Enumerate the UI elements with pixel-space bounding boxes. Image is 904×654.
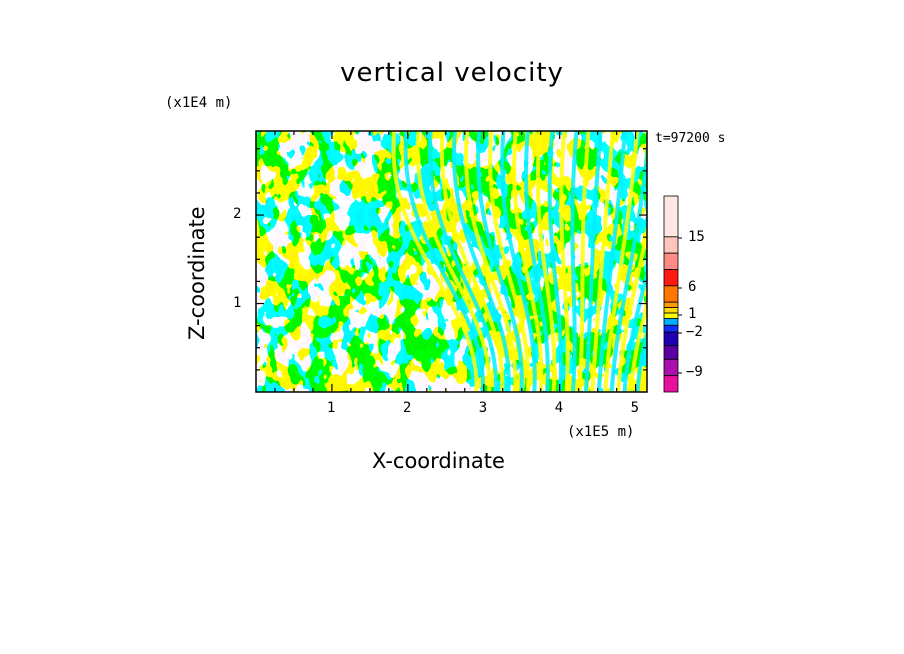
velocity-band <box>596 131 627 392</box>
colorbar-swatch <box>663 318 679 326</box>
colorbar-label: 1 <box>688 306 697 322</box>
x-tick-label: 5 <box>630 400 640 416</box>
chart-title: vertical velocity <box>340 58 564 88</box>
velocity-band <box>629 299 647 392</box>
colorbar-swatch <box>663 195 679 238</box>
colorbar-swatch <box>663 236 679 254</box>
velocity-band <box>570 131 579 392</box>
velocity-band <box>603 131 640 392</box>
plot-frame <box>255 130 648 393</box>
velocity-band <box>547 131 564 392</box>
velocity-field <box>256 131 647 392</box>
x-tick-label: 3 <box>478 400 488 416</box>
velocity-band <box>635 326 647 392</box>
velocity-band <box>500 131 537 392</box>
colorbar-swatch <box>663 331 679 347</box>
velocity-band <box>476 131 524 392</box>
velocity-band <box>590 131 615 392</box>
velocity-band <box>609 133 647 392</box>
velocity-band <box>488 131 531 392</box>
velocity-band <box>616 222 647 392</box>
velocity-band <box>451 131 511 392</box>
colorbar-swatch <box>663 312 679 319</box>
y-axis-title: Z-coordinate <box>185 206 209 340</box>
velocity-band <box>415 131 492 392</box>
colorbar <box>663 195 682 393</box>
velocity-band <box>559 131 570 392</box>
colorbar-swatch <box>663 345 679 360</box>
velocity-band <box>439 131 505 392</box>
colorbar-swatch <box>663 269 679 287</box>
velocity-band <box>622 267 647 392</box>
velocity-band <box>583 131 603 392</box>
colorbar-swatch <box>663 285 679 303</box>
x-tick-label: 4 <box>554 400 564 416</box>
velocity-stripes <box>391 131 647 392</box>
colorbar-label: 15 <box>688 229 705 245</box>
y-tick-label: 2 <box>233 206 242 223</box>
velocity-band <box>427 131 498 392</box>
y-axis-ticks <box>256 148 647 371</box>
velocity-band <box>464 131 518 392</box>
x-unit-label: (x1E5 m) <box>567 424 635 440</box>
colorbar-label: 6 <box>688 279 697 295</box>
x-axis-ticks <box>274 131 637 392</box>
colorbar-swatch <box>663 307 679 314</box>
x-tick-label: 1 <box>326 400 336 416</box>
colorbar-swatch <box>663 252 679 270</box>
colorbar-label: −2 <box>686 324 703 340</box>
colorbar-swatch <box>663 301 679 309</box>
colorbar-swatch <box>663 375 679 393</box>
y-tick-label: 1 <box>233 294 242 311</box>
x-tick-label: 2 <box>402 400 412 416</box>
time-label: t=97200 s <box>655 131 726 146</box>
y-unit-label: (x1E4 m) <box>165 95 233 111</box>
velocity-band <box>524 131 550 392</box>
colorbar-swatch <box>663 324 679 333</box>
colorbar-label: −9 <box>686 364 703 380</box>
colorbar-swatch <box>663 358 679 377</box>
velocity-band <box>577 131 591 392</box>
x-axis-title: X-coordinate <box>372 449 505 473</box>
velocity-band <box>535 131 557 392</box>
velocity-band <box>403 131 485 392</box>
velocity-band <box>512 131 544 392</box>
velocity-band <box>391 131 479 392</box>
